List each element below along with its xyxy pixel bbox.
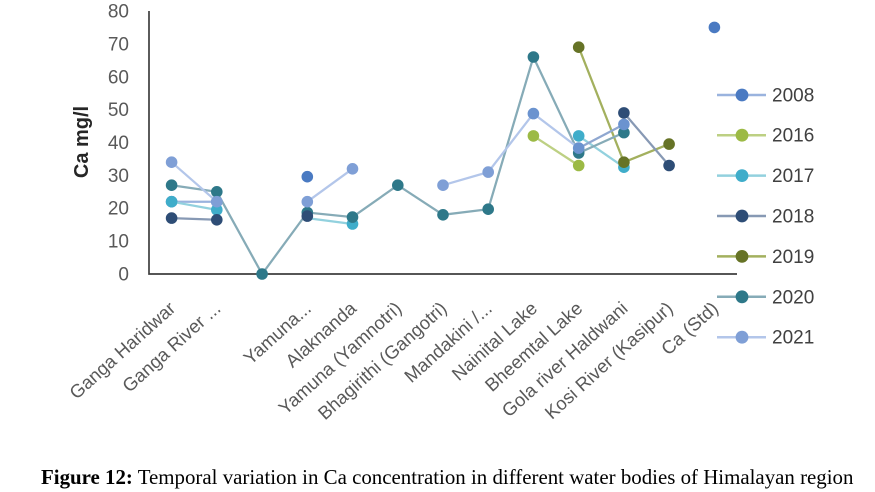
svg-text:2016: 2016 [772,126,814,147]
svg-text:70: 70 [108,34,129,55]
svg-text:2019: 2019 [772,247,814,268]
svg-text:40: 40 [108,133,129,154]
svg-text:Ca mg/l: Ca mg/l [71,106,93,178]
svg-text:10: 10 [108,232,129,253]
svg-text:0: 0 [118,265,129,286]
svg-text:20: 20 [108,199,129,220]
svg-text:2008: 2008 [772,86,814,107]
svg-text:80: 80 [108,2,129,23]
svg-text:30: 30 [108,166,129,187]
svg-text:50: 50 [108,100,129,121]
svg-text:2021: 2021 [772,328,814,349]
svg-text:2017: 2017 [772,166,814,187]
svg-text:2018: 2018 [772,207,814,228]
svg-text:60: 60 [108,67,129,88]
svg-text:2020: 2020 [772,287,814,308]
